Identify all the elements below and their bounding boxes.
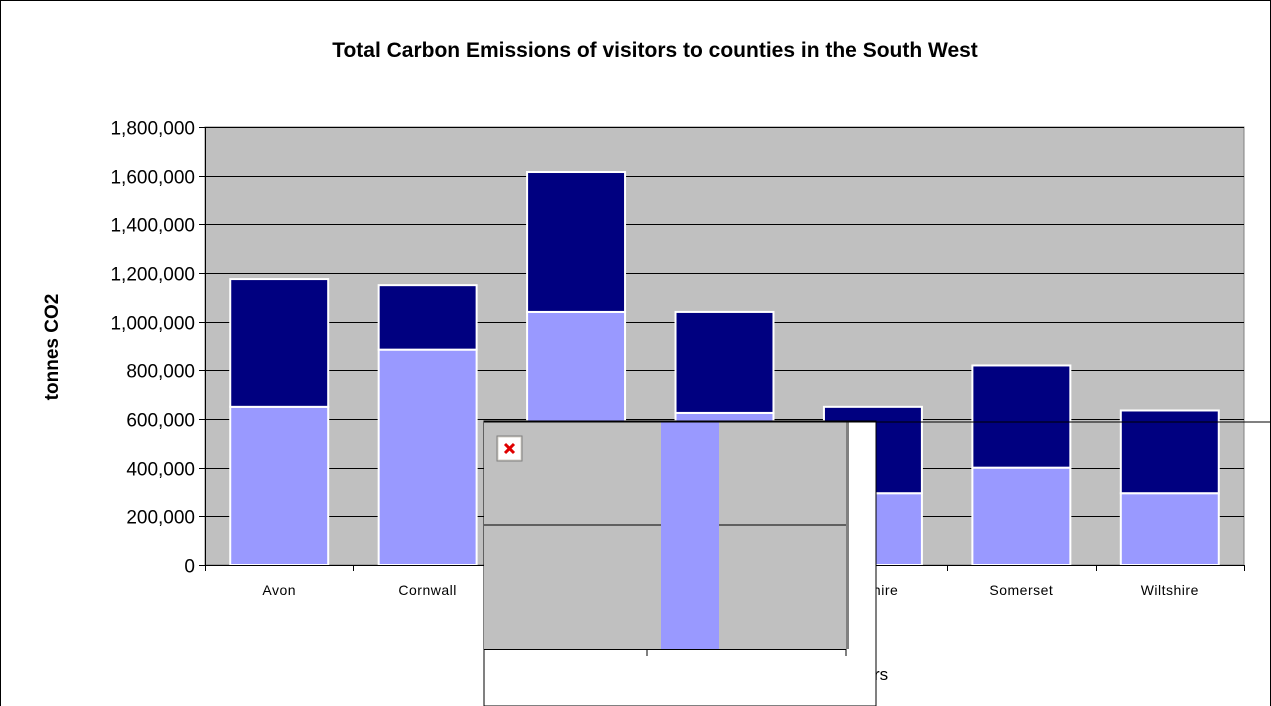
bar-segment-dark — [229, 278, 330, 408]
x-tick-label: Avon — [262, 582, 296, 598]
bar-segment-light — [1119, 492, 1220, 567]
bar-segment-light — [377, 348, 478, 566]
y-tick-label: 1,200,000 — [110, 265, 195, 286]
bar-segment-light — [971, 466, 1072, 566]
y-tick-label: 1,800,000 — [110, 119, 195, 140]
x-tick-label: Somerset — [989, 582, 1053, 598]
y-tick-labels: 0 200,000 400,000 600,000 800,000 1,000,000 1,… — [110, 119, 195, 578]
y-axis-label: tonnes CO2 — [42, 294, 63, 401]
bar-segment-dark — [1119, 409, 1220, 495]
bar-segment-dark — [526, 171, 627, 313]
y-tick-label: 1,600,000 — [110, 168, 195, 189]
overlay-plot-shadow — [846, 422, 849, 649]
y-tick-label: 1,000,000 — [110, 314, 195, 335]
y-tick-label: 800,000 — [126, 362, 195, 383]
bar-segment-dark — [971, 364, 1072, 469]
overlay-popup — [483, 420, 1271, 706]
y-tick-label: 200,000 — [126, 508, 195, 529]
bar-segment-dark — [377, 284, 478, 351]
bar-segment-dark — [674, 310, 775, 414]
chart-title: Total Carbon Emissions of visitors to co… — [332, 39, 978, 62]
overlay-bar — [661, 422, 719, 649]
x-tick-label: Wiltshire — [1141, 582, 1199, 598]
y-tick-label: 1,400,000 — [110, 216, 195, 237]
broken-image-icon — [496, 435, 523, 462]
y-tick-label: 400,000 — [126, 460, 195, 481]
bar-segment-light — [229, 405, 330, 567]
x-tick-label: Cornwall — [398, 582, 456, 598]
y-tick-label: 0 — [184, 557, 195, 578]
y-tick-label: 600,000 — [126, 411, 195, 432]
